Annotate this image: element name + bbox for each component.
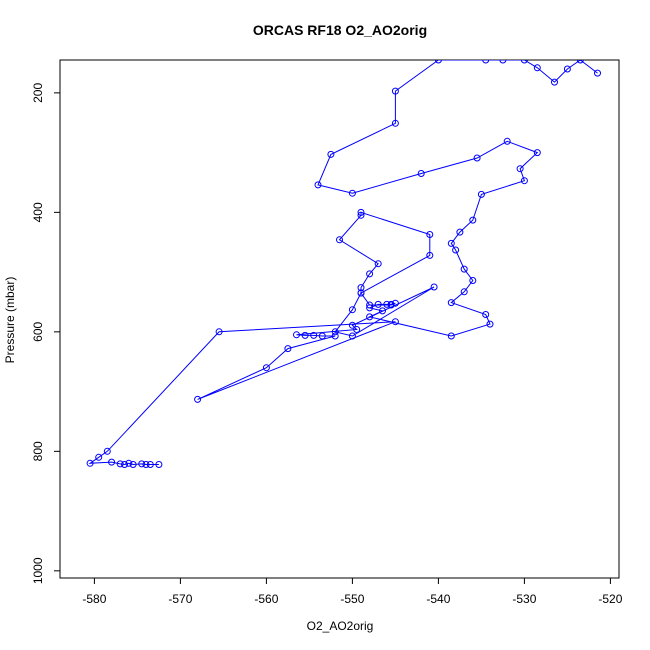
data-point bbox=[516, 165, 524, 173]
data-point bbox=[366, 301, 374, 309]
data-point bbox=[142, 461, 150, 468]
data-point bbox=[331, 328, 339, 336]
x-axis: -580 -570 -560 -550 -540 -530 -520 bbox=[82, 578, 623, 606]
data-point bbox=[447, 299, 455, 307]
data-point bbox=[357, 211, 365, 219]
data-point bbox=[477, 190, 485, 198]
data-point bbox=[95, 453, 103, 461]
data-point bbox=[551, 78, 558, 86]
data-point bbox=[434, 60, 442, 64]
data-point bbox=[430, 283, 438, 291]
y-tick-label: 800 bbox=[31, 441, 45, 461]
data-point bbox=[426, 231, 434, 238]
data-point bbox=[357, 208, 365, 216]
data-point bbox=[336, 236, 343, 244]
x-tick-label: -580 bbox=[82, 592, 106, 606]
data-point bbox=[86, 459, 94, 467]
plot-frame bbox=[59, 59, 620, 579]
data-point bbox=[116, 460, 124, 468]
data-point bbox=[366, 270, 374, 278]
data-point bbox=[460, 265, 468, 273]
data-point bbox=[357, 289, 365, 297]
y-tick-label: 400 bbox=[31, 202, 45, 222]
x-tick-label: -520 bbox=[598, 592, 622, 606]
data-point bbox=[374, 260, 382, 268]
data-point bbox=[469, 216, 477, 224]
x-tick-label: -570 bbox=[168, 592, 192, 606]
data-point bbox=[594, 69, 601, 77]
x-tick-label: -530 bbox=[512, 592, 536, 606]
data-point bbox=[348, 321, 356, 329]
data-point bbox=[503, 137, 511, 145]
data-point bbox=[391, 87, 399, 95]
data-point bbox=[417, 170, 425, 177]
data-point bbox=[563, 65, 571, 73]
y-axis: 200 400 600 800 1000 bbox=[31, 83, 60, 584]
data-point bbox=[331, 332, 339, 340]
data-point bbox=[353, 326, 361, 333]
data-point bbox=[284, 345, 292, 353]
data-point bbox=[533, 149, 541, 157]
data-point bbox=[447, 332, 455, 340]
x-axis-label: O2_AO2orig bbox=[307, 619, 374, 633]
data-point bbox=[447, 239, 455, 247]
data-point bbox=[108, 458, 116, 466]
data-point bbox=[379, 307, 386, 315]
y-tick-label: 200 bbox=[31, 83, 45, 103]
data-point bbox=[499, 60, 507, 64]
data-point bbox=[482, 311, 490, 318]
data-point bbox=[155, 461, 163, 468]
data-point bbox=[138, 460, 146, 468]
data-point bbox=[391, 299, 399, 307]
data-point bbox=[146, 461, 154, 468]
data-point bbox=[460, 288, 468, 296]
data-point bbox=[469, 277, 477, 284]
x-tick-label: -560 bbox=[254, 592, 278, 606]
data-point bbox=[452, 246, 460, 254]
data-point bbox=[318, 332, 326, 340]
chart-title: ORCAS RF18 O2_AO2orig bbox=[253, 22, 427, 38]
data-point bbox=[486, 320, 494, 328]
y-axis-label: Pressure (mbar) bbox=[3, 277, 17, 364]
data-point bbox=[391, 318, 399, 326]
data-point bbox=[301, 331, 309, 339]
data-point bbox=[387, 301, 395, 309]
data-point bbox=[391, 119, 399, 127]
data-point bbox=[520, 60, 528, 64]
y-tick-label: 600 bbox=[31, 322, 45, 342]
data-point bbox=[383, 300, 391, 308]
data-point bbox=[366, 304, 374, 312]
data-point bbox=[374, 300, 382, 308]
data-point bbox=[576, 60, 584, 64]
data-point bbox=[348, 306, 356, 314]
data-point bbox=[103, 447, 111, 455]
data-point bbox=[366, 313, 374, 321]
data-point bbox=[121, 461, 128, 468]
data-point bbox=[194, 395, 202, 403]
data-point bbox=[293, 331, 300, 339]
data-point bbox=[215, 328, 223, 336]
data-point bbox=[262, 364, 270, 372]
y-tick-label: 1000 bbox=[31, 557, 45, 584]
data-point bbox=[125, 459, 133, 467]
data-point bbox=[482, 60, 490, 64]
data-point bbox=[533, 64, 541, 72]
data-point bbox=[129, 461, 137, 468]
data-point bbox=[473, 154, 481, 162]
data-point bbox=[456, 228, 464, 236]
data-point bbox=[310, 331, 318, 339]
series-line bbox=[88, 60, 598, 466]
data-point bbox=[426, 251, 434, 259]
data-point bbox=[357, 284, 365, 292]
data-point bbox=[348, 332, 356, 340]
data-point bbox=[348, 189, 356, 197]
data-point bbox=[520, 177, 528, 185]
data-point bbox=[314, 181, 322, 189]
data-point bbox=[327, 150, 335, 158]
x-tick-label: -540 bbox=[426, 592, 450, 606]
x-tick-label: -550 bbox=[340, 592, 364, 606]
series-layer bbox=[86, 60, 601, 468]
